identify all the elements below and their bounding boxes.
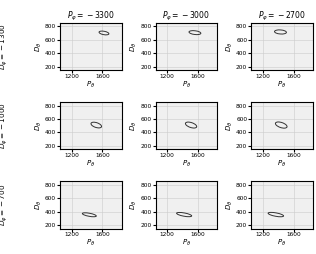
X-axis label: $P_{\vartheta}$: $P_{\vartheta}$ <box>277 80 287 90</box>
Y-axis label: $D_{\vartheta}$: $D_{\vartheta}$ <box>129 121 139 131</box>
X-axis label: $P_{\vartheta}$: $P_{\vartheta}$ <box>182 159 191 169</box>
Y-axis label: $D_{\vartheta}$: $D_{\vartheta}$ <box>33 200 44 210</box>
Y-axis label: $D_{\vartheta}$: $D_{\vartheta}$ <box>129 200 139 210</box>
X-axis label: $P_{\vartheta}$: $P_{\vartheta}$ <box>182 80 191 90</box>
Text: $D_{\varphi} = -1000$: $D_{\varphi} = -1000$ <box>0 102 9 149</box>
Text: $D_{\varphi} = -1300$: $D_{\varphi} = -1300$ <box>0 23 9 70</box>
X-axis label: $P_{\vartheta}$: $P_{\vartheta}$ <box>277 159 287 169</box>
Y-axis label: $D_{\vartheta}$: $D_{\vartheta}$ <box>224 41 235 52</box>
Y-axis label: $D_{\vartheta}$: $D_{\vartheta}$ <box>129 41 139 52</box>
Y-axis label: $D_{\vartheta}$: $D_{\vartheta}$ <box>224 200 235 210</box>
Y-axis label: $D_{\vartheta}$: $D_{\vartheta}$ <box>33 41 44 52</box>
Y-axis label: $D_{\vartheta}$: $D_{\vartheta}$ <box>33 121 44 131</box>
Title: $P_{\varphi} = -2700$: $P_{\varphi} = -2700$ <box>258 10 306 23</box>
X-axis label: $P_{\vartheta}$: $P_{\vartheta}$ <box>86 238 95 248</box>
X-axis label: $P_{\vartheta}$: $P_{\vartheta}$ <box>182 238 191 248</box>
X-axis label: $P_{\vartheta}$: $P_{\vartheta}$ <box>86 80 95 90</box>
Y-axis label: $D_{\vartheta}$: $D_{\vartheta}$ <box>224 121 235 131</box>
Text: $D_{\varphi} = -700$: $D_{\varphi} = -700$ <box>0 184 9 226</box>
Title: $P_{\varphi} = -3300$: $P_{\varphi} = -3300$ <box>67 10 115 23</box>
Title: $P_{\varphi} = -3000$: $P_{\varphi} = -3000$ <box>162 10 210 23</box>
X-axis label: $P_{\vartheta}$: $P_{\vartheta}$ <box>86 159 95 169</box>
X-axis label: $P_{\vartheta}$: $P_{\vartheta}$ <box>277 238 287 248</box>
